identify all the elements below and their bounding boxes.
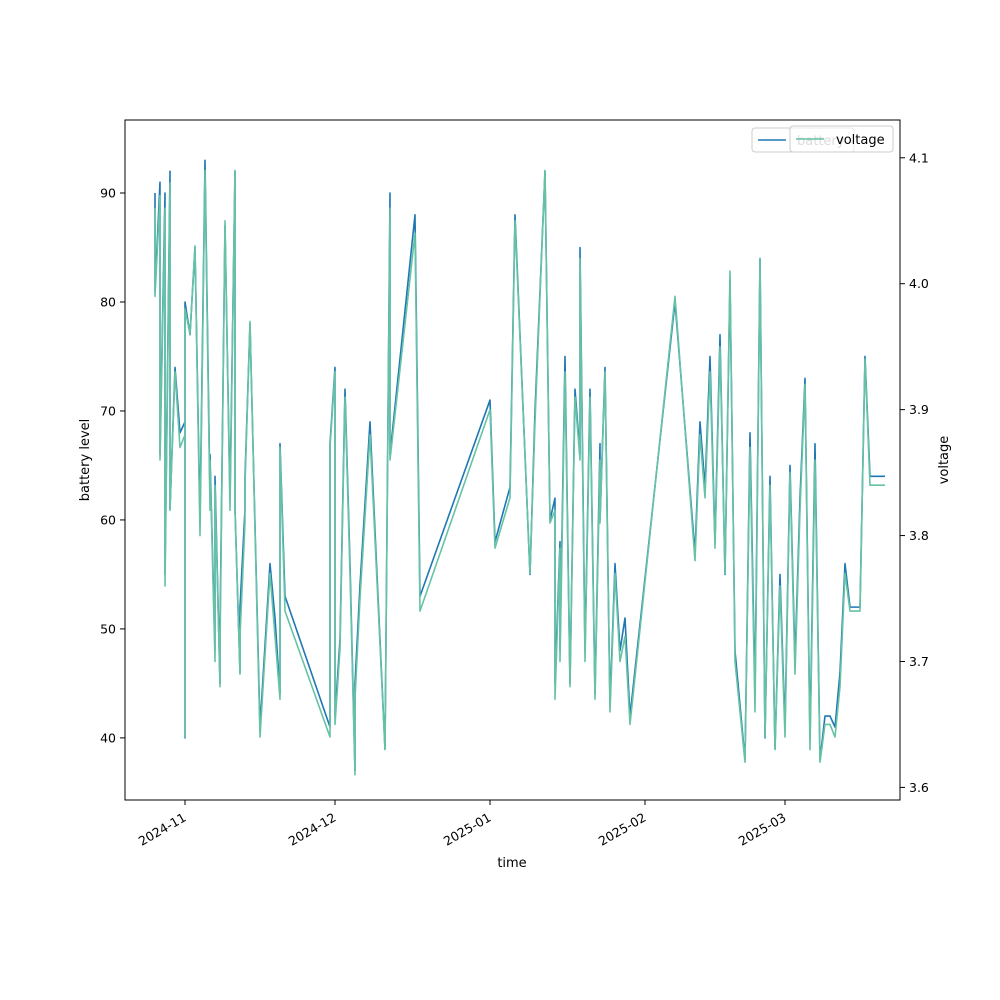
left-y-tick-label: 60 [100, 512, 116, 527]
right-y-tick-label: 3.7 [909, 654, 929, 669]
left-y-tick-label: 70 [100, 403, 116, 418]
series-line-voltage [154, 169, 885, 776]
left-y-tick-label: 90 [100, 186, 116, 201]
plot-frame [124, 119, 901, 801]
legend-voltage-box [789, 125, 894, 153]
left-y-axis-label: battery level [78, 419, 93, 502]
left-y-tick-label: 80 [100, 294, 116, 309]
legend-voltage: voltage [789, 125, 894, 153]
left-y-tick-label: 40 [100, 730, 116, 745]
x-axis-label: time [497, 856, 526, 871]
right-y-axis-label: voltage [937, 436, 952, 485]
left-y-tick-label: 50 [100, 621, 116, 636]
series-layer [154, 159, 885, 776]
right-y-tick-label: 4.1 [909, 150, 929, 165]
right-y-tick-label: 4.0 [909, 276, 929, 291]
right-y-tick-label: 3.8 [909, 528, 929, 543]
legend-voltage-label: voltage [836, 133, 885, 148]
right-y-tick-label: 3.6 [909, 780, 929, 795]
right-y-tick-label: 3.9 [909, 402, 929, 417]
left-y-axis: 40 50 60 70 80 90 [100, 186, 125, 745]
right-y-axis: 3.6 3.7 3.8 3.9 4.0 4.1 [900, 150, 929, 795]
